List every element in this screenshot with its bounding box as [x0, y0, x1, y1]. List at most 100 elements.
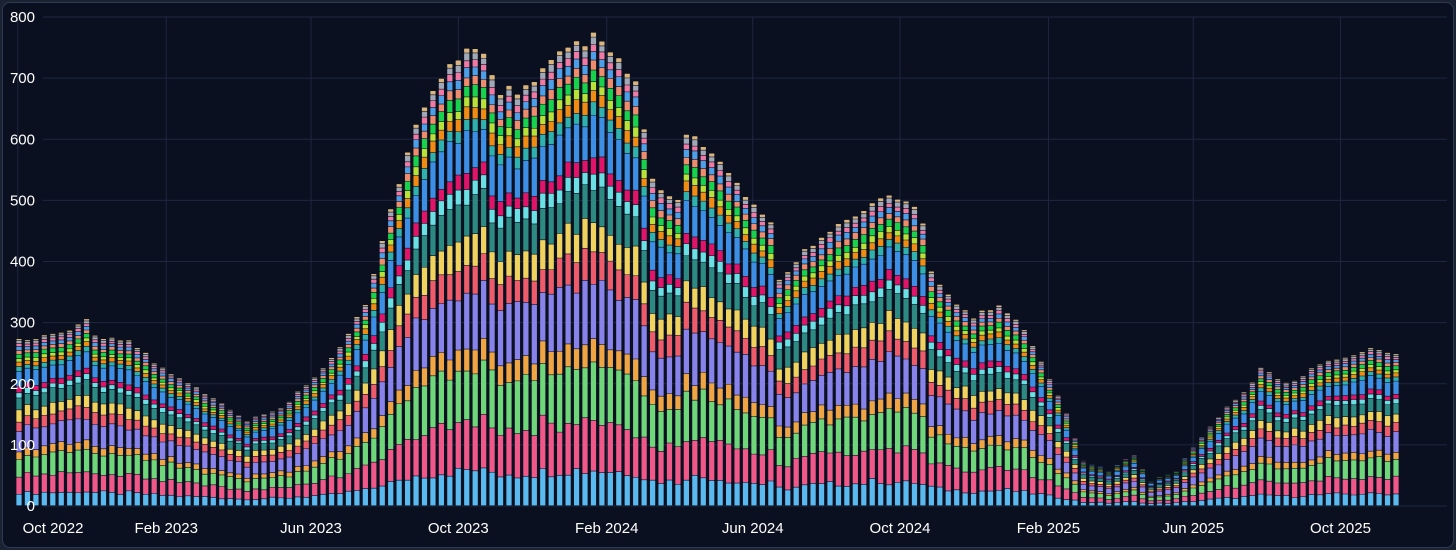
bar-segment	[1334, 454, 1340, 461]
bar-segment	[67, 452, 73, 473]
bar-segment	[413, 148, 419, 156]
bar-segment	[320, 421, 326, 430]
bar-segment	[523, 160, 529, 193]
bar-segment	[67, 337, 73, 341]
x-tick-label: Feb 2023	[135, 520, 198, 537]
bar-segment	[295, 392, 301, 395]
bar-segment	[1258, 405, 1264, 410]
bar-segment	[962, 314, 968, 318]
bar-segment	[455, 89, 461, 99]
bar-segment	[1368, 389, 1374, 394]
bar-segment	[1199, 469, 1205, 473]
bar-segment	[126, 365, 132, 370]
bar-stack	[41, 335, 47, 506]
bar-segment	[582, 345, 588, 368]
bar-segment	[751, 296, 757, 306]
y-tick-label: 600	[10, 131, 35, 148]
bar-segment	[489, 196, 495, 210]
bar-segment	[894, 243, 901, 252]
bar-segment	[903, 322, 909, 342]
bar-segment	[1215, 440, 1222, 443]
bar-segment	[557, 78, 563, 87]
bar-segment	[202, 474, 208, 486]
bar-segment	[455, 350, 461, 371]
bar-segment	[438, 121, 445, 130]
bar-segment	[1317, 439, 1323, 457]
bar-segment	[337, 451, 343, 459]
bar-segment	[286, 429, 292, 433]
bar-segment	[1300, 439, 1306, 447]
bar-segment	[489, 87, 495, 95]
bar-segment	[33, 349, 39, 353]
bar-segment	[455, 73, 461, 81]
bar-segment	[852, 227, 858, 233]
bar-segment	[649, 208, 656, 217]
bar-segment	[979, 326, 985, 331]
bar-segment	[1308, 465, 1315, 481]
bar-segment	[261, 478, 267, 490]
bar-segment	[1182, 473, 1188, 477]
bar-segment	[134, 397, 140, 411]
bar-segment	[202, 486, 208, 497]
bar-segment	[616, 351, 622, 370]
bar-segment	[937, 323, 943, 343]
bar-segment	[1173, 479, 1179, 481]
bar-segment	[658, 287, 664, 296]
bar-segment	[151, 369, 157, 372]
bar-segment	[193, 408, 200, 419]
bar-segment	[1114, 469, 1120, 470]
bar-segment	[472, 180, 478, 195]
bar-segment	[726, 233, 732, 264]
bar-stack	[219, 402, 225, 506]
bar-segment	[438, 475, 445, 506]
bar-stack	[751, 204, 757, 506]
bar-segment	[1123, 477, 1129, 480]
bar-segment	[1317, 495, 1323, 506]
bar-segment	[582, 83, 588, 94]
bar-stack	[1089, 464, 1095, 506]
bar-segment	[1308, 368, 1315, 370]
bar-segment	[1038, 367, 1044, 370]
bar-segment	[1106, 476, 1112, 479]
bar-segment	[143, 479, 149, 495]
bar-segment	[117, 357, 123, 361]
bar-segment	[430, 280, 436, 309]
bar-segment	[1232, 402, 1239, 404]
bar-segment	[649, 200, 656, 208]
bar-segment	[1089, 491, 1095, 493]
bar-segment	[67, 341, 73, 345]
bar-segment	[497, 385, 504, 435]
bar-segment	[1097, 481, 1103, 485]
bar-segment	[1258, 480, 1264, 494]
bar-stack	[295, 391, 301, 506]
bar-segment	[1047, 393, 1053, 395]
bar-segment	[396, 326, 402, 347]
bar-segment	[548, 423, 554, 477]
bar-segment	[151, 366, 157, 369]
bar-segment	[50, 402, 56, 414]
bar-segment	[1224, 409, 1230, 411]
bar-segment	[109, 380, 115, 385]
bar-segment	[742, 297, 749, 319]
bar-segment	[1359, 368, 1365, 372]
bar-segment	[1317, 390, 1323, 401]
bar-segment	[894, 293, 901, 319]
bar-segment	[818, 317, 825, 325]
bar-segment	[159, 373, 166, 376]
bar-segment	[143, 395, 149, 400]
bar-segment	[768, 339, 774, 356]
bar-segment	[1325, 476, 1332, 494]
bar-segment	[878, 279, 884, 288]
bar-segment	[388, 288, 394, 298]
bar-segment	[928, 382, 934, 396]
bar-segment	[582, 280, 588, 345]
bar-segment	[810, 278, 816, 286]
bar-segment	[328, 379, 335, 384]
bar-segment	[979, 491, 985, 506]
bar-segment	[742, 338, 749, 355]
bar-segment	[362, 334, 368, 340]
bar-segment	[33, 494, 39, 506]
bar-segment	[573, 468, 580, 506]
bar-segment	[41, 492, 47, 506]
bar-segment	[624, 214, 630, 248]
